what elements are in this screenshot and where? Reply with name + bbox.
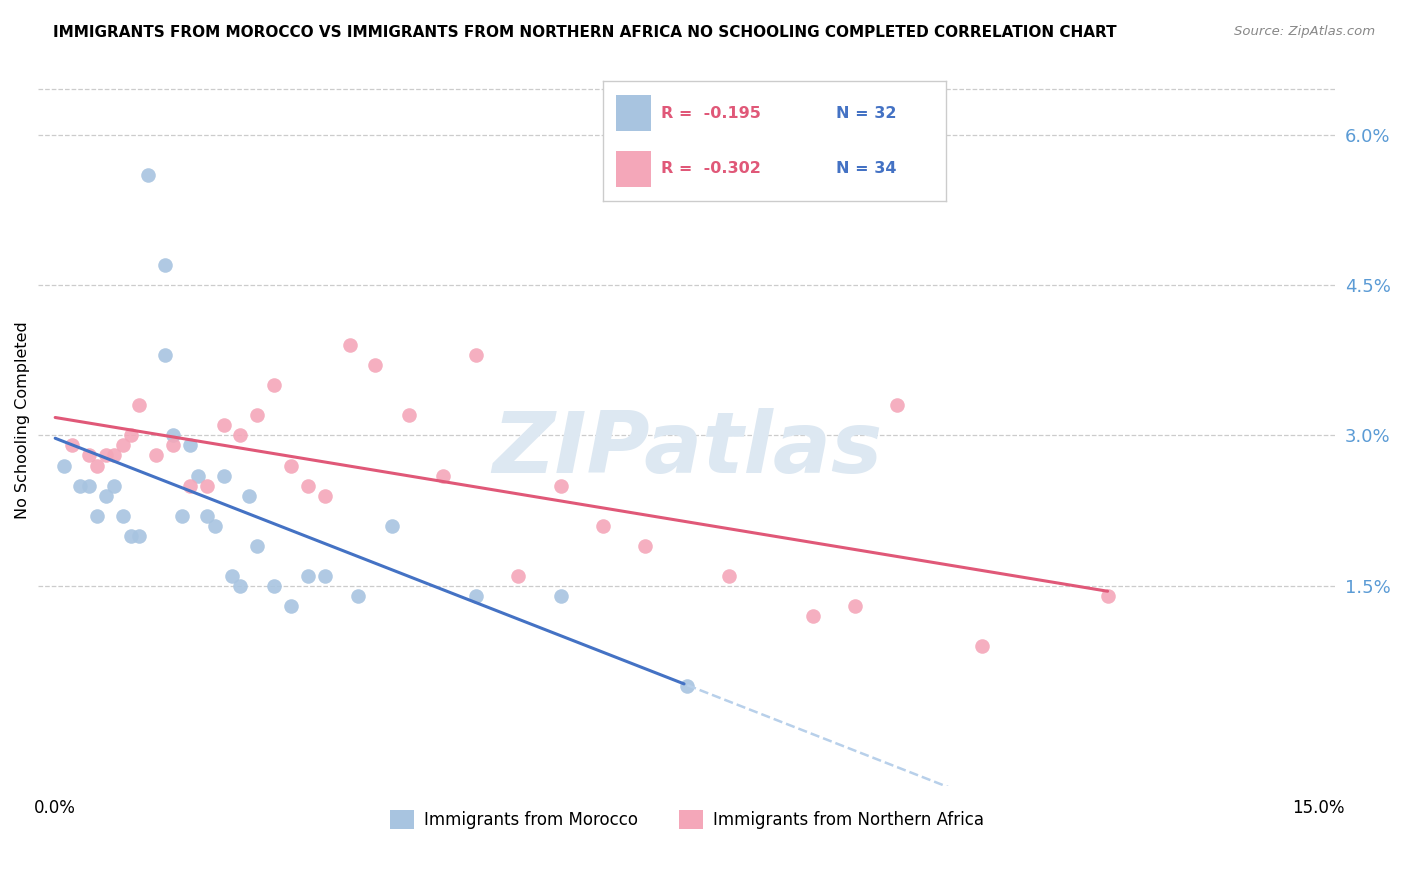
Point <box>398 409 420 423</box>
Point <box>77 449 100 463</box>
Point <box>212 468 235 483</box>
Point <box>314 568 336 582</box>
Point <box>153 258 176 272</box>
Point <box>195 478 218 492</box>
Point <box>86 458 108 473</box>
Point <box>297 478 319 492</box>
Point <box>162 428 184 442</box>
Point <box>86 508 108 523</box>
Point <box>111 438 134 452</box>
Point <box>550 589 572 603</box>
Point <box>145 449 167 463</box>
Text: ZIPatlas: ZIPatlas <box>492 409 882 491</box>
Point <box>52 458 75 473</box>
Point <box>187 468 209 483</box>
Point <box>111 508 134 523</box>
Point <box>297 568 319 582</box>
Text: IMMIGRANTS FROM MOROCCO VS IMMIGRANTS FROM NORTHERN AFRICA NO SCHOOLING COMPLETE: IMMIGRANTS FROM MOROCCO VS IMMIGRANTS FR… <box>53 25 1116 40</box>
Point <box>970 639 993 653</box>
Point <box>364 359 387 373</box>
Point <box>717 568 740 582</box>
Text: Source: ZipAtlas.com: Source: ZipAtlas.com <box>1234 25 1375 38</box>
Point <box>339 338 361 352</box>
Point <box>676 679 699 693</box>
Point <box>246 539 269 553</box>
Point <box>128 399 150 413</box>
Point <box>465 348 488 362</box>
Point <box>170 508 193 523</box>
Point <box>886 399 908 413</box>
Point <box>246 409 269 423</box>
Point <box>263 579 285 593</box>
Point <box>1097 589 1119 603</box>
Point <box>550 478 572 492</box>
Point <box>94 449 117 463</box>
Y-axis label: No Schooling Completed: No Schooling Completed <box>15 322 30 519</box>
Point <box>314 489 336 503</box>
Point <box>221 568 243 582</box>
Point <box>60 438 83 452</box>
Point <box>120 428 142 442</box>
Point <box>77 478 100 492</box>
Point <box>153 348 176 362</box>
Point <box>347 589 370 603</box>
Point <box>634 539 657 553</box>
Point <box>263 378 285 392</box>
Point <box>212 418 235 433</box>
Point <box>136 168 159 182</box>
Point <box>801 608 824 623</box>
Point <box>508 568 530 582</box>
Point <box>229 579 252 593</box>
Point <box>162 438 184 452</box>
Point <box>229 428 252 442</box>
Point <box>204 518 226 533</box>
Point <box>179 438 201 452</box>
Point <box>844 599 866 613</box>
Point <box>69 478 91 492</box>
Legend: Immigrants from Morocco, Immigrants from Northern Africa: Immigrants from Morocco, Immigrants from… <box>384 804 990 836</box>
Point <box>280 458 302 473</box>
Point <box>465 589 488 603</box>
Point <box>179 478 201 492</box>
Point <box>280 599 302 613</box>
Point <box>238 489 260 503</box>
Point <box>592 518 614 533</box>
Point <box>120 528 142 542</box>
Point <box>103 478 125 492</box>
Point <box>128 528 150 542</box>
Point <box>195 508 218 523</box>
Point <box>103 449 125 463</box>
Point <box>432 468 454 483</box>
Point <box>94 489 117 503</box>
Point <box>381 518 404 533</box>
